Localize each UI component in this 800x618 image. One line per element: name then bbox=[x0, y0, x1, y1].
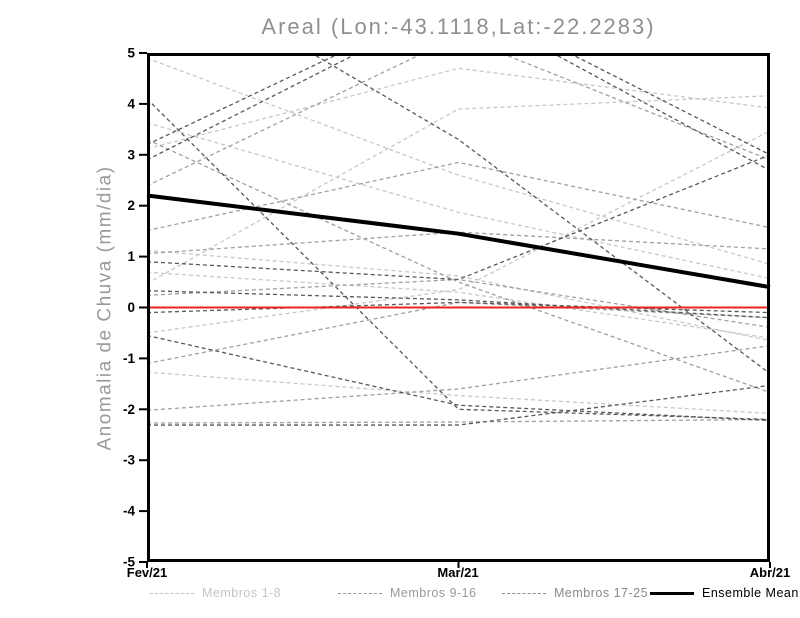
y-tick-label: -4 bbox=[123, 504, 135, 519]
ensemble-member-line bbox=[147, 334, 770, 422]
chart-title: Areal (Lon:-43.1118,Lat:-22.2283) bbox=[261, 14, 656, 39]
ensemble-member-line bbox=[147, 122, 770, 280]
ensemble-member-line bbox=[147, 249, 770, 342]
plot-area: 5 4 3 2 1 0 -1 -2 -3 -4 -5 bbox=[123, 46, 771, 570]
ensemble-forecast-plot: 5 4 3 2 1 0 -1 -2 -3 -4 -5 bbox=[123, 46, 771, 570]
y-tick-label: 4 bbox=[127, 96, 135, 111]
ensemble-member-line bbox=[147, 278, 770, 328]
x-tick-label-abr21: Abr/21 bbox=[749, 565, 791, 580]
legend-label: Ensemble Mean bbox=[702, 586, 799, 600]
legend-item-membros-9-16: Membros 9-16 bbox=[338, 586, 477, 600]
legend-label: Membros 17-25 bbox=[554, 586, 649, 600]
axis-frame bbox=[147, 53, 770, 562]
y-tick-label: 1 bbox=[127, 249, 135, 264]
ensemble-member-line bbox=[147, 418, 770, 424]
y-tick-label: -5 bbox=[123, 555, 135, 570]
y-tick-label: 0 bbox=[127, 300, 135, 315]
y-axis-label: Anomalia de Chuva (mm/dia) bbox=[90, 53, 122, 562]
y-tick-label: -2 bbox=[123, 402, 135, 417]
dashed-line-sample bbox=[150, 592, 194, 594]
ensemble-member-line bbox=[147, 161, 770, 232]
legend-label: Membros 9-16 bbox=[390, 586, 477, 600]
y-axis-label-text: Anomalia de Chuva (mm/dia) bbox=[95, 164, 117, 451]
ensemble-member-line bbox=[147, 67, 770, 150]
ensemble-member-line bbox=[147, 231, 770, 255]
y-tick-label: 2 bbox=[127, 198, 135, 213]
ensemble-member-line bbox=[147, 154, 770, 281]
ensemble-member-line bbox=[147, 57, 770, 265]
solid-line-sample bbox=[650, 591, 694, 595]
y-tick-label: 5 bbox=[127, 46, 135, 61]
ensemble-member-line bbox=[147, 301, 770, 314]
ensemble-member-line bbox=[310, 53, 770, 375]
ensemble-member-line bbox=[147, 53, 770, 156]
y-tick-label: -3 bbox=[123, 453, 135, 468]
y-tick-label: 3 bbox=[127, 147, 135, 162]
ensemble-member-line bbox=[147, 290, 770, 319]
ensemble-member-line bbox=[147, 138, 770, 394]
dashed-line-sample bbox=[338, 592, 382, 594]
ensemble-member-line bbox=[147, 98, 770, 421]
legend-item-membros-17-25: Membros 17-25 bbox=[502, 586, 648, 600]
legend: Membros 1-8 Membros 9-16 Membros 17-25 E… bbox=[0, 586, 800, 606]
legend-item-ensemble-mean: Ensemble Mean bbox=[650, 586, 799, 600]
x-tick-label-fev21: Fev/21 bbox=[126, 565, 168, 580]
ensemble-member-line bbox=[147, 130, 770, 334]
legend-item-membros-1-8: Membros 1-8 bbox=[150, 586, 281, 600]
legend-label: Membros 1-8 bbox=[202, 586, 282, 600]
x-tick-label-mar21: Mar/21 bbox=[437, 565, 479, 580]
ensemble-member-line bbox=[147, 95, 770, 285]
ensemble-member-line bbox=[147, 345, 770, 411]
ensemble-member-line bbox=[147, 384, 770, 426]
ensemble-member-line bbox=[147, 371, 770, 415]
ensemble-mean-line bbox=[146, 193, 771, 290]
dashed-line-sample bbox=[502, 592, 546, 594]
y-tick-label: -1 bbox=[123, 351, 135, 366]
ensemble-member-line bbox=[147, 271, 770, 339]
ensemble-member-line bbox=[147, 53, 770, 187]
ensemble-member-line bbox=[147, 301, 770, 365]
